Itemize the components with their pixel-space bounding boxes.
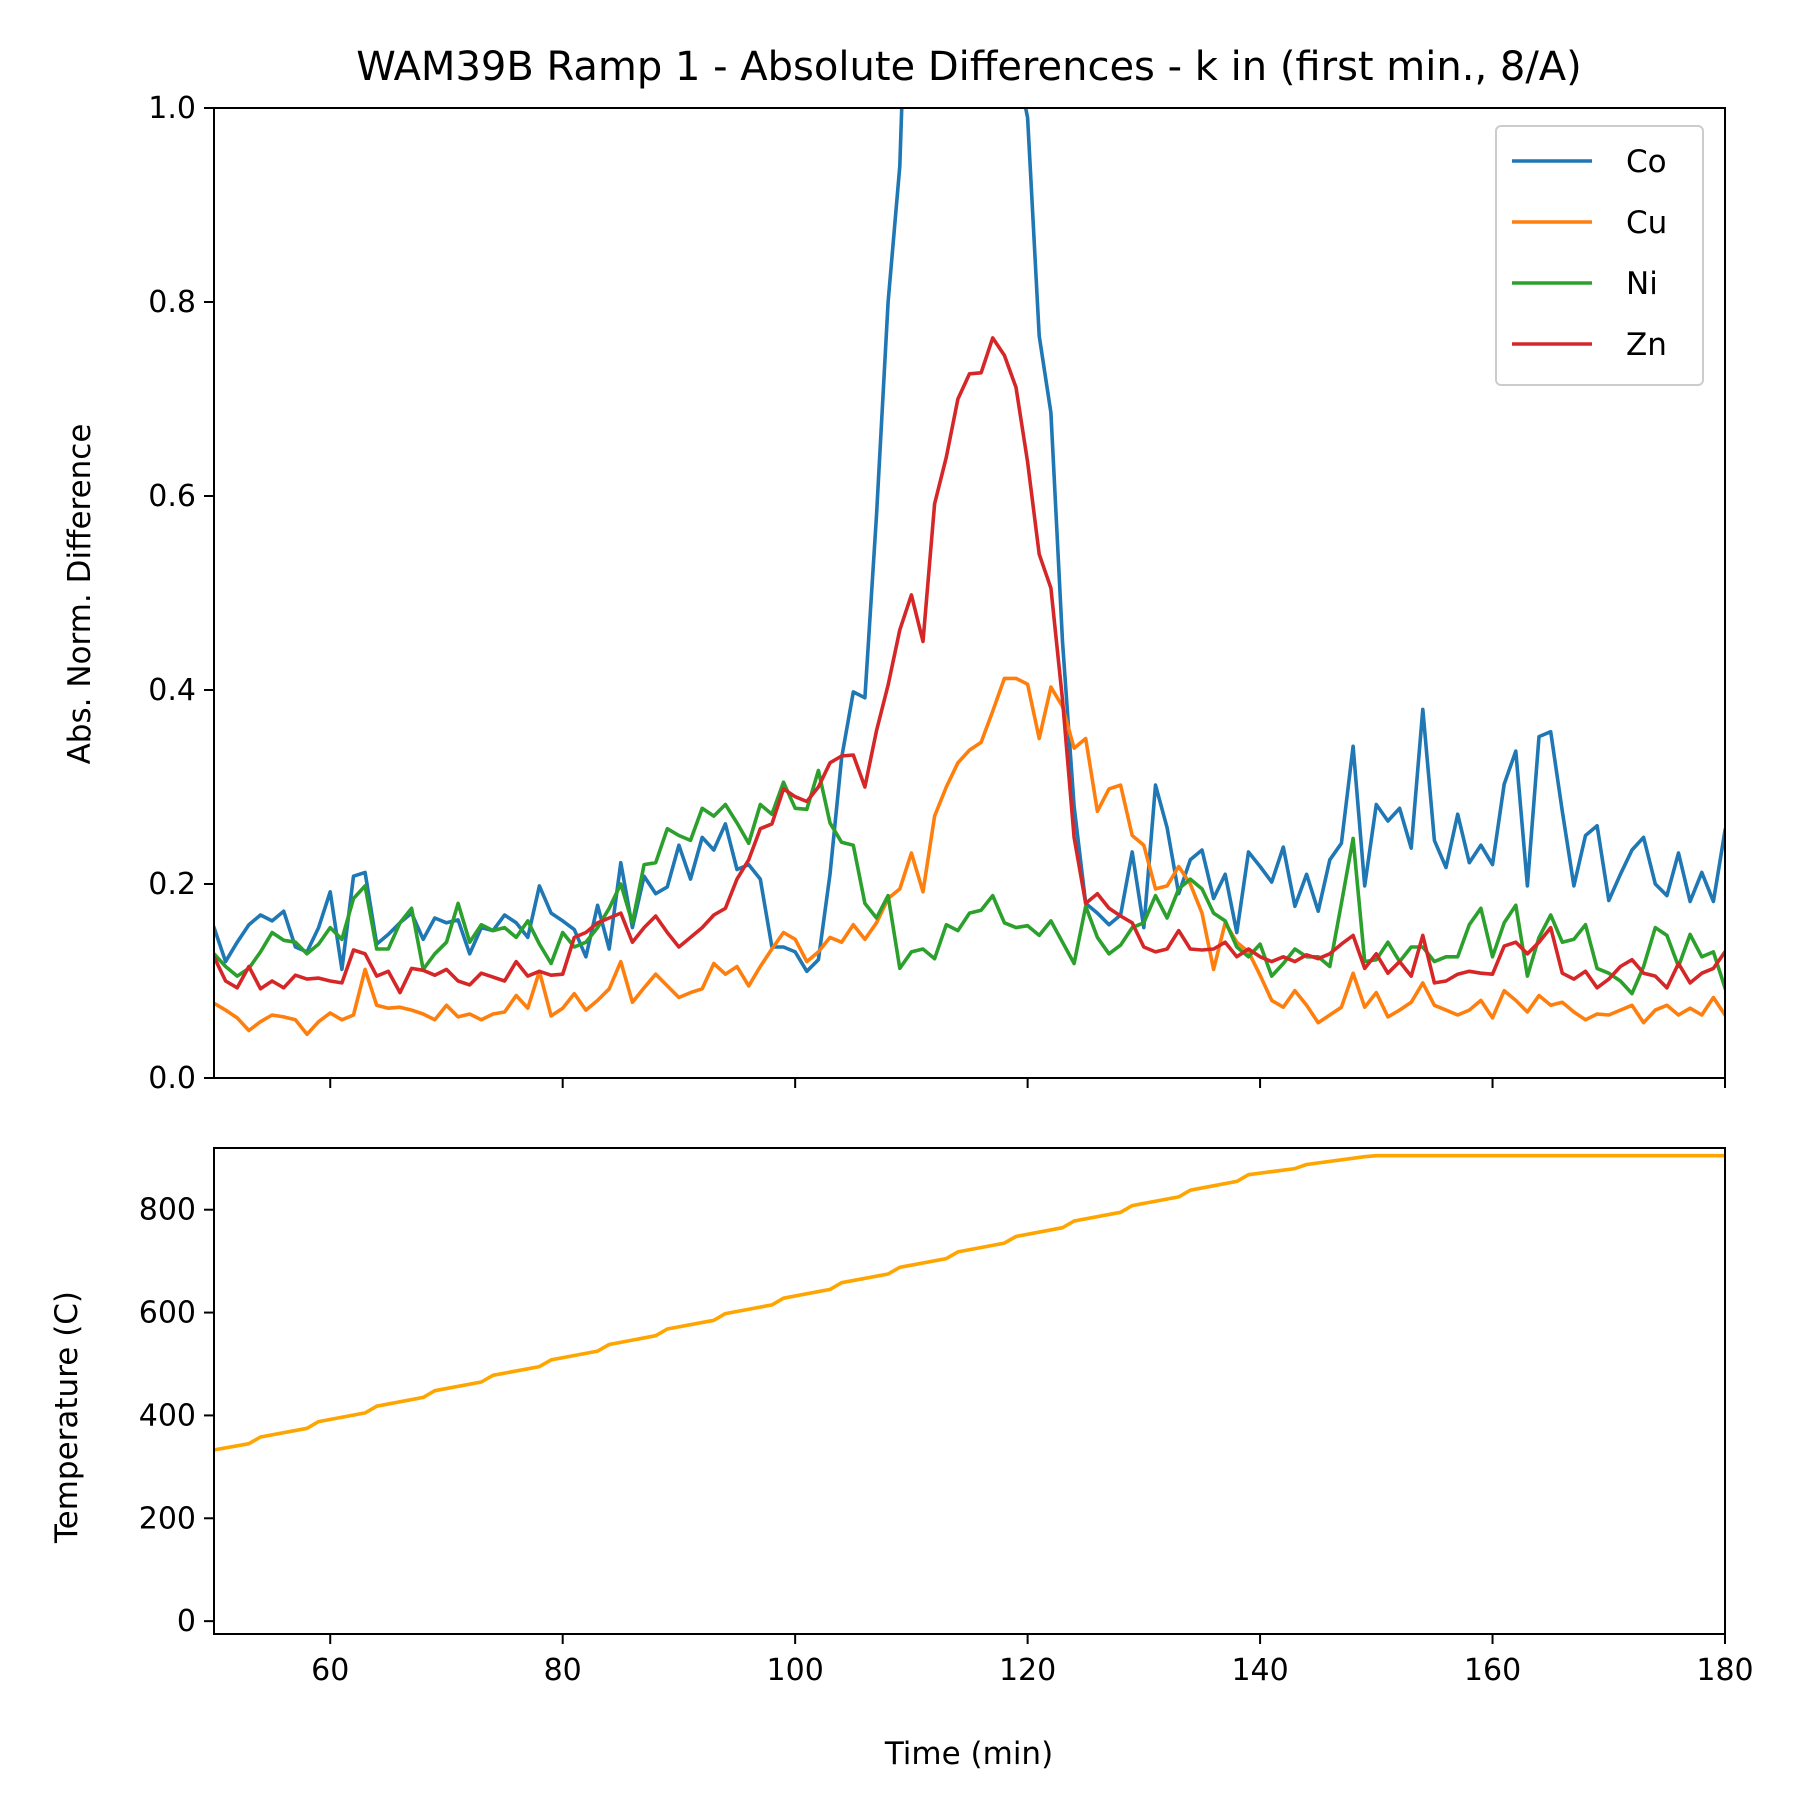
top-plot-frame bbox=[213, 107, 1726, 1079]
series-line-ni bbox=[214, 768, 1725, 996]
chart-title: WAM39B Ramp 1 - Absolute Differences - k… bbox=[356, 44, 1582, 90]
bottom-y-tick-label: 800 bbox=[139, 1193, 196, 1228]
x-tick-label: 160 bbox=[1464, 1653, 1521, 1688]
x-axis-label: Time (min) bbox=[884, 1736, 1053, 1772]
bottom-series-line-0 bbox=[214, 1153, 1725, 1452]
x-tick-label: 140 bbox=[1231, 1653, 1288, 1688]
x-tick-label: 120 bbox=[999, 1653, 1056, 1688]
x-tick-label: 80 bbox=[544, 1653, 582, 1688]
legend-label-zn: Zn bbox=[1626, 327, 1667, 363]
top-y-axis-label: Abs. Norm. Difference bbox=[62, 424, 98, 765]
top-y-tick-label: 0.2 bbox=[148, 867, 196, 902]
bottom-plot-frame bbox=[213, 1147, 1726, 1635]
bottom-y-tick-label: 200 bbox=[139, 1501, 196, 1536]
legend-box bbox=[1495, 125, 1704, 386]
bottom-series-group bbox=[214, 1153, 1725, 1452]
series-line-zn bbox=[214, 336, 1725, 995]
top-y-tick-label: 1.0 bbox=[148, 91, 196, 126]
bottom-y-tick-label: 400 bbox=[139, 1398, 196, 1433]
bottom-y-tick-label: 600 bbox=[139, 1296, 196, 1331]
top-y-tick-label: 0.0 bbox=[148, 1061, 196, 1096]
legend: Co Cu Ni Zn bbox=[1495, 125, 1704, 386]
x-tick-label: 60 bbox=[311, 1653, 349, 1688]
legend-label-co: Co bbox=[1626, 144, 1667, 180]
bottom-y-tick-label: 0 bbox=[177, 1604, 196, 1639]
legend-label-cu: Cu bbox=[1626, 205, 1667, 241]
top-plot-area: 0.0 0.2 0.4 0.6 0.8 1.0 bbox=[148, 91, 1726, 1096]
legend-label-ni: Ni bbox=[1626, 266, 1658, 302]
series-line-co bbox=[214, 108, 1725, 974]
bottom-y-axis-label: Temperature (C) bbox=[49, 1291, 85, 1544]
series-line-cu bbox=[214, 676, 1725, 1037]
top-y-tick-label: 0.6 bbox=[148, 479, 196, 514]
x-tick-label: 180 bbox=[1696, 1653, 1753, 1688]
top-y-tick-label: 0.4 bbox=[148, 673, 196, 708]
x-tick-label: 100 bbox=[767, 1653, 824, 1688]
top-series-group bbox=[214, 108, 1725, 1037]
top-y-tick-label: 0.8 bbox=[148, 285, 196, 320]
bottom-plot-area: 60 80 100 120 140 160 180 0 200 400 600 800 bbox=[139, 1147, 1754, 1688]
